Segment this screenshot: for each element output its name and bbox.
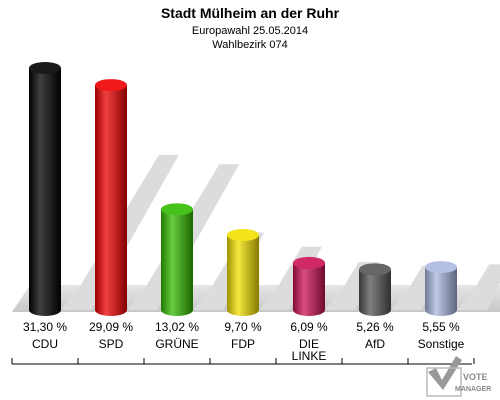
bar-top [425, 261, 457, 274]
bar [359, 269, 391, 316]
logo-text-vote: VOTE [463, 372, 488, 382]
category-label: FDP [231, 337, 255, 351]
value-label: 31,30 % [23, 320, 67, 334]
category-label: DIE [299, 337, 319, 351]
value-label: 13,02 % [155, 320, 199, 334]
category-label: LINKE [292, 349, 327, 363]
checkmark-icon [426, 356, 462, 397]
value-label: 9,70 % [224, 320, 262, 334]
category-label: GRÜNE [155, 337, 198, 351]
value-labels: 31,30 % 29,09 % 13,02 % 9,70 % 6,09 % 5,26 % 5… [23, 320, 460, 334]
bar-top [95, 79, 127, 92]
bar-top [359, 263, 391, 276]
value-label: 6,09 % [290, 320, 328, 334]
value-label: 5,26 % [356, 320, 394, 334]
chart-subtitle-date: Europawahl 25.05.2014 [192, 25, 308, 37]
category-label: Sonstige [418, 337, 465, 351]
bar [227, 235, 259, 316]
chart-subtitle-district: Wahlbezirk 074 [212, 39, 287, 51]
category-label: SPD [99, 337, 124, 351]
category-label: CDU [32, 337, 58, 351]
bar [29, 68, 61, 316]
bar-top [161, 203, 193, 216]
bar [95, 85, 127, 316]
chart-title: Stadt Mülheim an der Ruhr [161, 5, 340, 21]
bar [293, 262, 325, 316]
bar-top [29, 62, 61, 74]
bar [161, 209, 193, 316]
bar [425, 267, 457, 316]
logo-text-manager: MANAGER [455, 386, 491, 393]
bar-shadow [457, 264, 500, 310]
bars [29, 62, 457, 316]
value-label: 29,09 % [89, 320, 133, 334]
bar-top [293, 256, 325, 269]
category-label: AfD [365, 337, 385, 351]
value-label: 5,55 % [422, 320, 460, 334]
bar-top [227, 229, 259, 242]
vote-manager-logo: VOTE MANAGER [426, 356, 491, 397]
